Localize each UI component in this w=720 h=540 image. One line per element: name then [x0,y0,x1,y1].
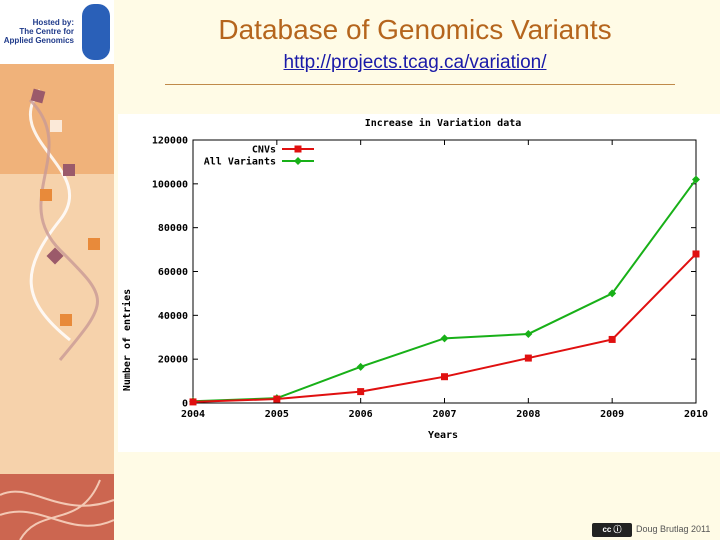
x-tick-label: 2007 [432,409,456,420]
y-tick-label: 120000 [152,136,188,147]
header-divider [165,84,675,85]
data-point-cnvs [189,398,197,406]
data-point-cnvs [692,250,700,258]
y-tick-label: 80000 [158,223,188,234]
data-point-all-variants [440,334,449,343]
database-link[interactable]: http://projects.tcag.ca/variation/ [283,52,547,73]
y-tick-label: 40000 [158,311,188,322]
legend-marker-all-variants [294,157,302,165]
x-tick-label: 2010 [684,409,708,420]
dna-strand-illustration [0,88,114,540]
chart-panel: Increase in Variation data Number of ent… [118,114,720,452]
sidebar-band-top [0,64,114,174]
author-credit: Doug Brutlag 2011 [636,524,711,534]
x-tick-label: 2004 [181,409,205,420]
y-axis-label: Number of entries [121,289,133,391]
chromosome-logo-icon [82,4,110,60]
legend-marker-cnvs [294,145,302,153]
page-title: Database of Genomics Variants [218,14,612,45]
legend-label-all-variants: All Variants [204,156,276,168]
x-tick-label: 2006 [349,409,373,420]
y-tick-label: 0 [182,399,188,410]
data-point-cnvs [441,373,448,381]
data-point-all-variants [524,329,533,338]
sidebar-decoration: Hosted by: The Centre for Applied Genomi… [0,0,114,540]
logo-area: Hosted by: The Centre for Applied Genomi… [0,0,114,64]
y-tick-label: 60000 [158,267,188,278]
series-all-variants [189,175,700,406]
y-tick-label: 100000 [152,179,188,190]
data-point-all-variants [356,362,365,371]
logo-text: Hosted by: The Centre for Applied Genomi… [3,18,74,45]
data-point-cnvs [524,354,532,362]
x-tick-label: 2005 [265,409,289,420]
line-chart: Increase in Variation data Number of ent… [121,117,708,441]
data-point-cnvs [608,335,616,343]
data-point-cnvs [273,395,281,403]
x-tick-label: 2008 [516,409,540,420]
plot-frame [192,139,697,404]
x-axis-label: Years [428,430,458,441]
creative-commons-badge: cc ⓘ [592,523,632,537]
data-point-cnvs [357,388,365,396]
x-tick-label: 2009 [600,409,624,420]
chart-title: Increase in Variation data [365,117,522,129]
data-point-all-variants [608,289,617,298]
series-cnvs [189,250,700,406]
legend-label-cnvs: CNVs [252,145,276,156]
axes: 0 20000 40000 60000 80000 100000 120000 2004 200… [152,136,708,421]
series-layer [189,175,700,406]
series-line-all-variants [192,178,697,403]
sidebar-band-bottom [0,474,114,540]
data-point-all-variants [692,175,700,184]
y-tick-label: 20000 [158,355,188,366]
